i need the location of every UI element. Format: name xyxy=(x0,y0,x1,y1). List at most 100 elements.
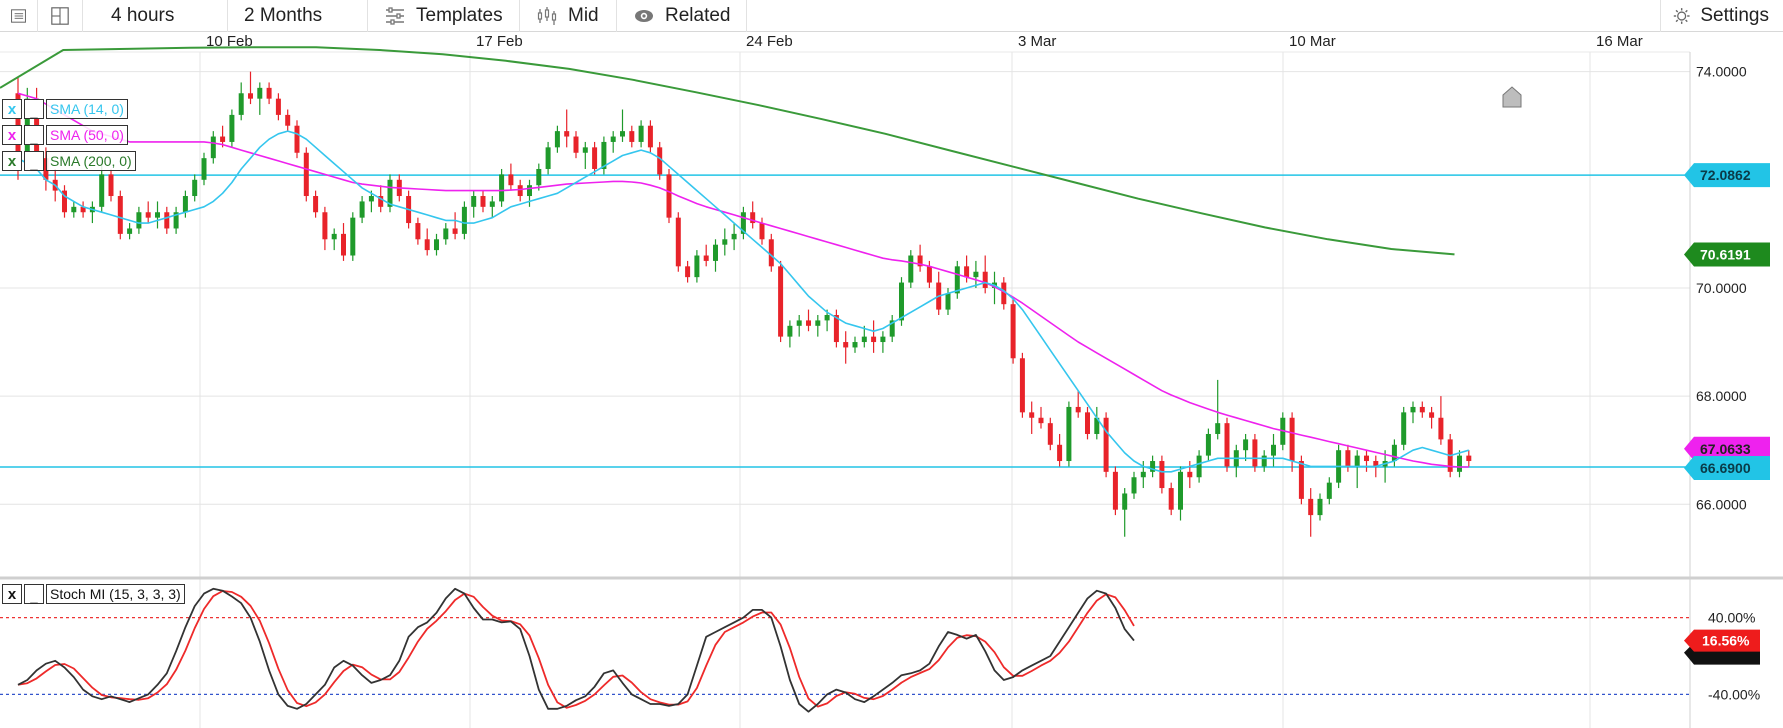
remove-sma200-button[interactable]: x xyxy=(2,151,22,171)
candle xyxy=(1466,450,1472,467)
candle xyxy=(164,206,170,234)
date-tick-label: 17 Feb xyxy=(476,33,523,50)
candle-body xyxy=(1140,471,1146,478)
legend-sma14: x _ SMA (14, 0) xyxy=(2,98,128,120)
candle-body xyxy=(564,131,570,137)
remove-sma14-button[interactable]: x xyxy=(2,99,22,119)
candle xyxy=(694,250,700,283)
layout-button[interactable] xyxy=(38,0,83,32)
candle-body xyxy=(694,255,700,278)
sma14-line xyxy=(17,130,1470,473)
candle xyxy=(666,168,672,224)
hline-upper-price-label: 72.0862 xyxy=(1684,163,1770,188)
candle-body xyxy=(1187,471,1193,478)
legend-stoch: x _ Stoch MI (15, 3, 3, 3) xyxy=(2,583,185,605)
grid xyxy=(0,52,1783,728)
price-type-selector[interactable]: Mid xyxy=(520,0,617,32)
candle xyxy=(220,125,226,148)
candle-body xyxy=(1419,406,1425,413)
candle xyxy=(238,82,244,121)
candle xyxy=(480,190,486,213)
candle-body xyxy=(257,87,263,99)
interval-selector[interactable]: 4 hours xyxy=(83,0,228,32)
candle-body xyxy=(266,87,272,99)
candle-body xyxy=(1038,417,1044,424)
candle-body xyxy=(601,141,607,169)
settings-button[interactable]: Settings xyxy=(1660,0,1783,32)
candle xyxy=(527,179,532,207)
minimize-sma14-button[interactable]: _ xyxy=(24,99,44,119)
candle xyxy=(275,93,281,121)
list-button[interactable] xyxy=(0,0,38,32)
candle xyxy=(108,168,114,202)
hline-lower-price-label: 66.6900 xyxy=(1684,455,1770,480)
related-button[interactable]: Related xyxy=(617,0,747,32)
candle xyxy=(731,223,737,251)
price-labels: 72.0862 70.6191 67.0633 66.6900 16.56% xyxy=(1502,86,1770,665)
sma50-price-label-bg xyxy=(1684,436,1770,461)
eye-icon xyxy=(635,10,653,22)
candle-body xyxy=(638,125,644,142)
candle xyxy=(1057,433,1063,467)
date-tick-label: 3 Mar xyxy=(1018,33,1056,50)
candle-body xyxy=(554,131,560,148)
hline-upper-price-label-text: 72.0862 xyxy=(1700,167,1751,183)
candle-body xyxy=(592,147,598,169)
candle-body xyxy=(806,320,811,326)
candle-body xyxy=(1373,461,1379,467)
sma200-line xyxy=(0,46,1455,256)
sma200-price-label: 70.6191 xyxy=(1684,242,1770,267)
candle xyxy=(601,136,607,175)
candle-body xyxy=(1075,406,1081,413)
candle-body xyxy=(71,206,77,213)
minimize-sma50-button[interactable]: _ xyxy=(24,125,44,145)
sliders-icon xyxy=(386,7,404,25)
range-label: 2 Months xyxy=(244,5,323,26)
candle-body xyxy=(1308,498,1314,516)
range-selector[interactable]: 2 Months xyxy=(228,0,368,32)
candle-body xyxy=(1122,493,1128,510)
candle xyxy=(1019,352,1025,418)
candle-body xyxy=(871,336,877,343)
candle xyxy=(155,201,160,229)
candle xyxy=(936,271,942,315)
candle-body xyxy=(285,114,291,126)
candle-body xyxy=(1224,423,1230,467)
candle xyxy=(917,244,923,272)
minimize-stoch-button[interactable]: _ xyxy=(24,584,44,604)
templates-button[interactable]: Templates xyxy=(368,0,520,32)
horizontal-lines[interactable] xyxy=(0,174,1690,468)
candle xyxy=(768,233,774,272)
candle xyxy=(1187,461,1193,489)
candle-body xyxy=(759,223,765,240)
candle xyxy=(471,190,477,218)
candle xyxy=(1261,450,1267,472)
minimize-icon: _ xyxy=(30,589,38,604)
candle-body xyxy=(796,320,802,326)
candle xyxy=(545,141,551,175)
candle xyxy=(536,163,542,191)
candle-body xyxy=(768,239,774,267)
stoch-y-tick-label: -40.00% xyxy=(1708,686,1760,702)
candle xyxy=(424,228,430,256)
candle-body xyxy=(1159,461,1165,489)
candle-body xyxy=(954,266,960,294)
gear-icon xyxy=(1673,8,1690,24)
candle-body xyxy=(294,125,300,153)
candle xyxy=(787,320,793,348)
price-chart[interactable]: 10 Feb 17 Feb 24 Feb 3 Mar 10 Mar 16 Mar 74.0… xyxy=(0,32,1783,728)
remove-sma50-button[interactable]: x xyxy=(2,125,22,145)
candle-body xyxy=(192,179,198,197)
candle-body xyxy=(666,174,672,218)
candle xyxy=(647,120,653,153)
remove-stoch-button[interactable]: x xyxy=(2,584,22,604)
candle-body xyxy=(731,233,737,240)
close-icon: x xyxy=(7,100,17,118)
date-tick-label: 10 Feb xyxy=(206,33,253,50)
candle xyxy=(1094,406,1100,440)
hline-lower-price-label-text: 66.6900 xyxy=(1700,460,1751,476)
candle-body xyxy=(155,212,160,218)
candle xyxy=(1103,412,1109,478)
minimize-sma200-button[interactable]: _ xyxy=(24,151,44,171)
hline-lower-price-label-bg xyxy=(1684,455,1770,480)
